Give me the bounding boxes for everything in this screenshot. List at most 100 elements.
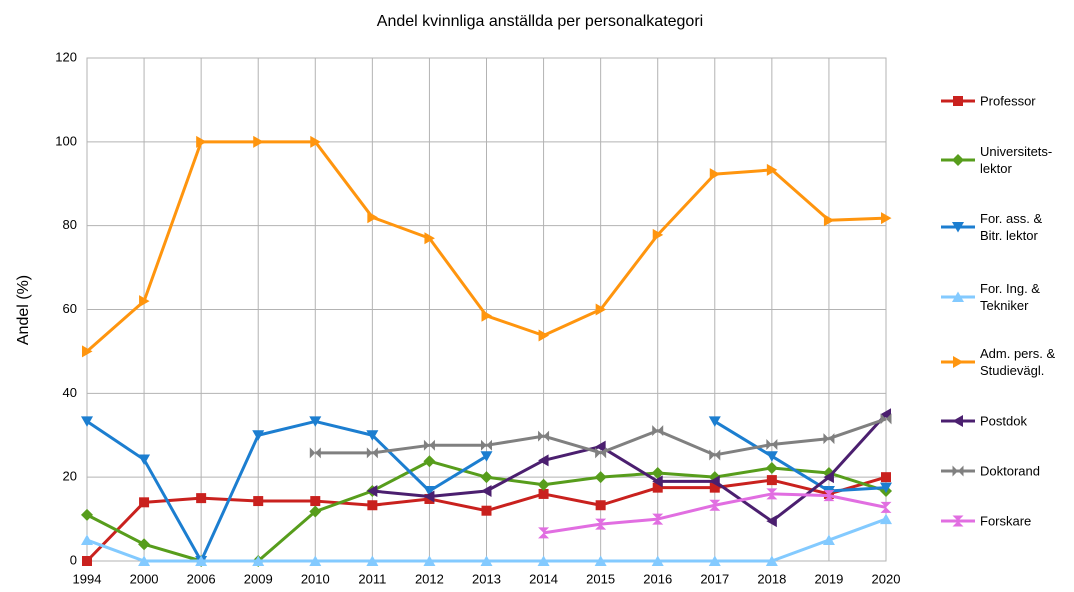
legend-marker [953,96,963,106]
marker [538,329,550,342]
marker [423,555,436,566]
marker [765,555,778,566]
marker [309,505,322,518]
marker [196,135,207,148]
marker [880,413,892,425]
marker [823,471,834,484]
marker [82,556,92,566]
x-tick-label: 2011 [358,571,386,586]
legend-label: Forskare [980,513,1032,529]
marker [766,515,777,528]
marker [480,451,493,462]
legend-label: For. Ing. & Tekniker [980,281,1040,313]
x-tick-label: 2015 [586,571,615,586]
marker [538,488,549,499]
marker [310,496,321,507]
y-axis-label: Andel (%) [15,275,32,345]
marker [423,439,435,451]
chart-title: Andel kvinnliga anställda per personalka… [377,13,703,30]
x-tick-label: 2013 [472,571,501,586]
marker [766,488,778,500]
marker [709,449,721,461]
marker [651,466,664,479]
marker [538,430,550,442]
marker [880,501,892,513]
marker [766,475,777,486]
legend-label: Postdok [980,413,1027,429]
marker [595,518,607,530]
marker [766,163,778,176]
marker [881,212,892,225]
marker [823,433,835,445]
marker [881,472,891,483]
series-line [86,419,887,563]
x-tick-label: 2009 [244,571,273,586]
marker [423,490,435,503]
marker [252,555,265,566]
marker [310,135,321,148]
marker [652,513,664,525]
x-tick-label: 2006 [187,571,216,586]
marker [481,484,492,497]
marker [880,513,892,525]
y-tick-label: 20 [63,469,77,484]
series-line [372,413,888,523]
marker [709,475,720,488]
marker [253,135,264,148]
marker [480,555,493,566]
marker [594,555,607,566]
marker [366,447,378,459]
marker [309,447,321,459]
x-tick-label: 2020 [872,571,901,586]
marker [81,534,93,546]
marker [252,430,265,441]
marker [595,303,607,316]
marker [652,475,663,488]
marker [537,555,550,566]
marker [651,555,664,566]
legend-marker [952,465,964,477]
marker [823,490,835,502]
marker [765,451,778,462]
marker [424,232,435,245]
marker [81,416,93,427]
legend-marker [953,356,964,368]
legend-label: Adm. pers. & Studievägl. [980,346,1056,378]
marker [82,345,93,358]
legend-marker [952,415,963,427]
marker [595,447,607,459]
marker [652,425,664,437]
marker [709,168,721,181]
x-tick-label: 2018 [757,571,786,586]
marker [481,439,492,451]
marker [537,478,550,491]
marker [481,505,492,516]
marker [195,555,208,566]
marker [480,471,493,484]
x-tick-label: 2000 [130,571,159,586]
marker [423,455,436,468]
marker [595,500,606,511]
marker [822,534,835,546]
marker [309,416,322,427]
legend-label: For. ass. & Bitr. lektor [980,211,1043,243]
marker [538,454,549,467]
marker [708,555,721,566]
y-tick-label: 120 [55,49,77,64]
marker [139,295,150,308]
marker [138,454,151,466]
legend-label: Universitets- lektor [980,144,1053,176]
y-tick-label: 60 [63,301,77,316]
legend-marker [952,222,964,233]
marker [367,211,378,224]
marker [538,527,550,539]
marker [366,484,378,497]
marker [765,461,778,474]
x-tick-label: 2016 [643,571,672,586]
marker [196,493,207,504]
marker [253,496,264,507]
marker [652,228,664,241]
marker [366,555,379,566]
